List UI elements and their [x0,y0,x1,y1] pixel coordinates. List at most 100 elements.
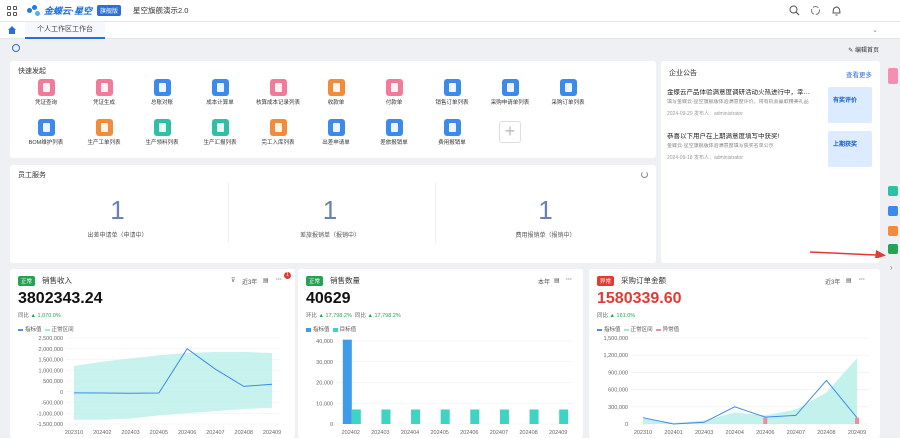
document-icon [443,119,461,136]
quick-launch-item[interactable]: 成本计算单 [195,79,245,106]
tab-bar: 个人工作区工作台 ⌄ [0,21,900,39]
quick-launch-item[interactable]: 生产领料列表 [137,119,187,146]
app-grid-icon[interactable] [7,5,17,16]
notice-item[interactable]: 恭喜以下用户在上期满意度填写中获奖! 金蝶云·星空旗舰版体验满意度填写获奖名单公… [667,133,813,161]
quick-launch-item[interactable]: 完工入库列表 [253,119,303,146]
notice-item[interactable]: 金蝶云产品体验满意度调研活动火热进行中，幸… 填写金蝶云·星空旗舰版体验满意度评… [667,89,813,117]
y-tick-label: 0 [330,422,333,428]
status-badge: 正常 [306,276,324,286]
calendar-icon[interactable]: ▤ [554,278,560,284]
bar-target [499,409,509,424]
add-shortcut-button[interactable]: + [499,121,521,143]
more-icon[interactable]: ··· [566,277,572,283]
period-select[interactable]: 近3年 [242,280,258,286]
status-badge: 异常 [597,276,615,286]
quick-launch-item[interactable]: 销售订单列表 [427,79,477,106]
search-icon[interactable] [789,5,800,16]
calendar-icon[interactable]: ▤ [846,278,852,284]
anomaly-marker [855,417,859,424]
divider [435,183,436,243]
service-icon[interactable] [888,186,898,196]
notice-item-title: 金蝶云产品体验满意度调研活动火热进行中，幸… [667,89,810,96]
quick-launch-label: 出差申请单 [322,140,350,146]
quick-launch-label: 差旅报销单 [380,140,408,146]
chat-icon[interactable] [888,244,898,254]
quick-launch-item[interactable]: 收款单 [311,79,361,106]
quick-launch-label: 生产领料列表 [145,140,179,146]
y-tick-label: 40,000 [316,339,333,345]
service-item[interactable]: 1 费用报销单（报销中） [435,175,656,255]
period-select[interactable]: 本年 [538,280,551,286]
y-tick-label: 2,500,000 [39,336,63,342]
notification-badge: 1 [284,272,291,279]
more-icon[interactable]: ··· [859,277,865,283]
service-item[interactable]: 1 差旅报销单（报销中） [225,175,435,255]
notice-title: 企业公告 [669,70,697,77]
refresh-icon[interactable] [641,171,648,178]
quick-launch-item[interactable]: 差旅报销单 [369,119,419,146]
home-icon[interactable] [7,25,17,35]
assistant-icon[interactable] [888,68,898,84]
red-arrow-annotation [810,250,886,258]
quick-launch-item[interactable]: 采购订单列表 [543,79,593,106]
quick-launch-item[interactable]: BOM维护列表 [21,119,71,146]
help-icon[interactable] [888,206,898,216]
y-tick-label: 20,000 [316,381,333,387]
anomaly-marker [763,417,768,424]
x-tick-label: 202404 [401,430,419,436]
notice-panel: 企业公告 查看更多 金蝶云产品体验满意度调研活动火热进行中，幸… 填写金蝶云·星… [661,61,880,263]
quick-launch-item[interactable]: 出差申请单 [311,119,361,146]
quick-launch-item[interactable]: 核算成本记录列表 [253,79,303,106]
quick-launch-item[interactable]: 付款单 [369,79,419,106]
toolbar-row: ✎ 编辑首页 [0,40,885,58]
x-tick-label: 202406 [756,430,774,436]
edit-home-button[interactable]: ✎ 编辑首页 [848,48,879,54]
document-icon [95,79,113,96]
series-line [73,348,273,394]
top-bar: 金蝶云·星空 旗舰版 星空旗舰演示2.0 [0,0,900,22]
chevron-right-icon[interactable]: › [890,263,893,272]
service-count: 1 [110,195,125,225]
app-title: 星空旗舰演示2.0 [133,6,189,15]
bell-icon[interactable] [831,5,842,16]
quick-launch-item[interactable]: 采购申请单列表 [485,79,535,106]
notice-item-desc: 填写金蝶云·星空旗舰版体验满意度评价，将有机会赢取精美礼品 [667,99,809,105]
sales-revenue-chart: 2,500,000 2,000,000 1,500,000 1,000,000 500,… [37,336,281,436]
service-label: 出差申请单（申请中） [87,233,148,239]
quick-launch-item[interactable]: 总账对账 [137,79,187,106]
filter-icon[interactable]: ⊽ [231,278,236,284]
kpi-name: 销售数量 [330,276,360,285]
legend-item: 正常区间 [630,327,653,333]
service-item[interactable]: 1 出差申请单（申请中） [10,175,225,255]
quick-launch-item[interactable]: 生产汇报列表 [195,119,245,146]
quick-launch-label: 核算成本记录列表 [255,100,300,106]
kpi-compare: 环比 ▲ 17,798.2% 同比 ▲ 17,798.2% [306,313,401,319]
more-icon[interactable]: ··· [276,277,282,283]
sync-icon[interactable] [810,5,821,16]
quick-launch-item[interactable]: 生产工单列表 [79,119,129,146]
notice-more-link[interactable]: 查看更多 [846,72,872,79]
legend-item: 指标值 [25,327,42,333]
quick-launch-label: 凭证查询 [34,100,57,106]
calendar-icon[interactable]: ▤ [263,278,269,284]
y-tick-label: 300,000 [608,405,628,411]
notice-image: 上期获奖 [828,131,872,167]
period-select[interactable]: 近3年 [825,280,841,286]
quick-launch-item[interactable]: 费用报销单 [427,119,477,146]
quick-launch-item[interactable]: 凭证查询 [21,79,71,106]
document-icon [153,119,171,136]
chevron-down-icon[interactable]: ⌄ [872,27,878,34]
feedback-icon[interactable] [888,226,898,236]
quick-launch-title: 快速发起 [18,68,46,75]
kpi-card-sales-revenue: 正常 销售收入 ⊽ 近3年 ▤ ··· 1 3802343.24 同比 ▲ 1,… [10,269,295,438]
tab-personal-workspace[interactable]: 个人工作区工作台 [25,21,105,39]
x-tick-label: 202405 [150,430,168,436]
quick-launch-label: 总账对账 [150,100,173,106]
y-tick-label: 30,000 [316,360,333,366]
settings-circle-icon[interactable] [12,44,20,52]
y-tick-label: -1,000,000 [37,411,63,417]
y-tick-label: 1,500,000 [39,358,63,364]
quick-launch-item[interactable]: 凭证生成 [79,79,129,106]
document-icon [385,119,403,136]
kpi-compare: 同比 ▲ 1,070.0% [18,313,61,319]
